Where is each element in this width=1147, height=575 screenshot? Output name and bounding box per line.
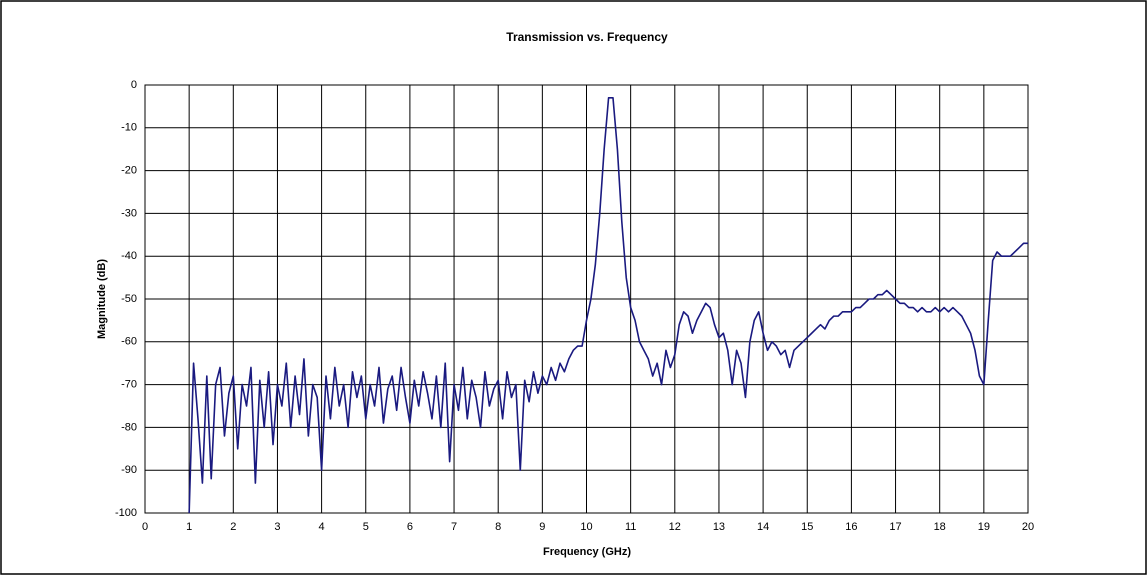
x-tick-label: 11: [625, 521, 636, 533]
y-tick-label: -100: [115, 507, 137, 519]
y-tick-label: -30: [121, 207, 137, 219]
x-tick-label: 2: [230, 521, 236, 533]
x-axis-label: Frequency (GHz): [543, 546, 631, 558]
y-tick-label: -80: [121, 421, 137, 433]
x-tick-label: 18: [934, 521, 946, 533]
x-tick-label: 3: [274, 521, 280, 533]
x-tick-label: 17: [889, 521, 901, 533]
x-tick-label: 20: [1022, 521, 1034, 533]
chart-title: Transmission vs. Frequency: [506, 30, 668, 44]
x-tick-label: 9: [539, 521, 545, 533]
y-tick-label: -40: [121, 250, 137, 262]
x-tick-label: 4: [319, 521, 325, 533]
x-tick-label: 14: [757, 521, 769, 533]
x-tick-label: 19: [978, 521, 990, 533]
plot-area: [144, 84, 1029, 514]
y-tick-label: -70: [121, 379, 137, 391]
y-tick-label: -50: [121, 293, 137, 305]
x-tick-label: 12: [669, 521, 681, 533]
y-tick-label: -60: [121, 336, 137, 348]
x-tick-label: 6: [407, 521, 413, 533]
y-tick-label: 0: [131, 79, 137, 91]
x-tick-label: 16: [845, 521, 857, 533]
y-tick-label: -20: [121, 165, 137, 177]
data-line: [188, 97, 1028, 514]
x-tick-label: 7: [451, 521, 457, 533]
y-axis-label: Magnitude (dB): [96, 259, 108, 339]
x-tick-label: 10: [580, 521, 592, 533]
x-tick-label: 0: [142, 521, 148, 533]
y-tick-label: -90: [121, 464, 137, 476]
x-tick-label: 13: [713, 521, 725, 533]
x-tick-label: 5: [363, 521, 369, 533]
x-tick-label: 15: [801, 521, 813, 533]
x-tick-label: 8: [495, 521, 501, 533]
y-tick-label: -10: [121, 122, 137, 134]
x-tick-label: 1: [186, 521, 192, 533]
